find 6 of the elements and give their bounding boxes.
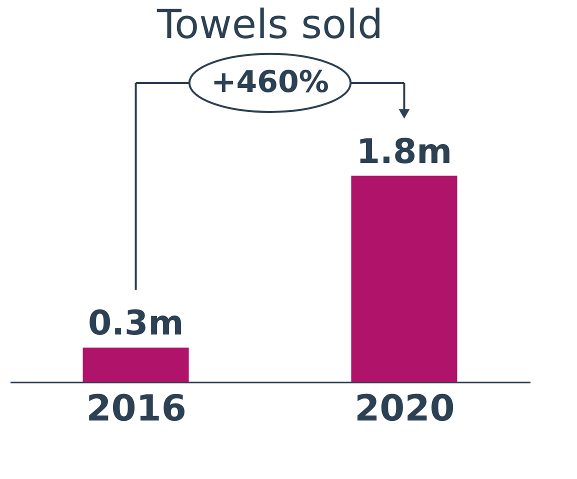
text: +460% [211, 64, 329, 100]
x-tick-label: 2020 [354, 388, 455, 430]
chart-title: Towels sold [156, 2, 383, 48]
x-tick-label: 2016 [86, 388, 186, 430]
data-label: 1.8m [356, 132, 452, 172]
data-label: 0.3m [88, 304, 184, 344]
